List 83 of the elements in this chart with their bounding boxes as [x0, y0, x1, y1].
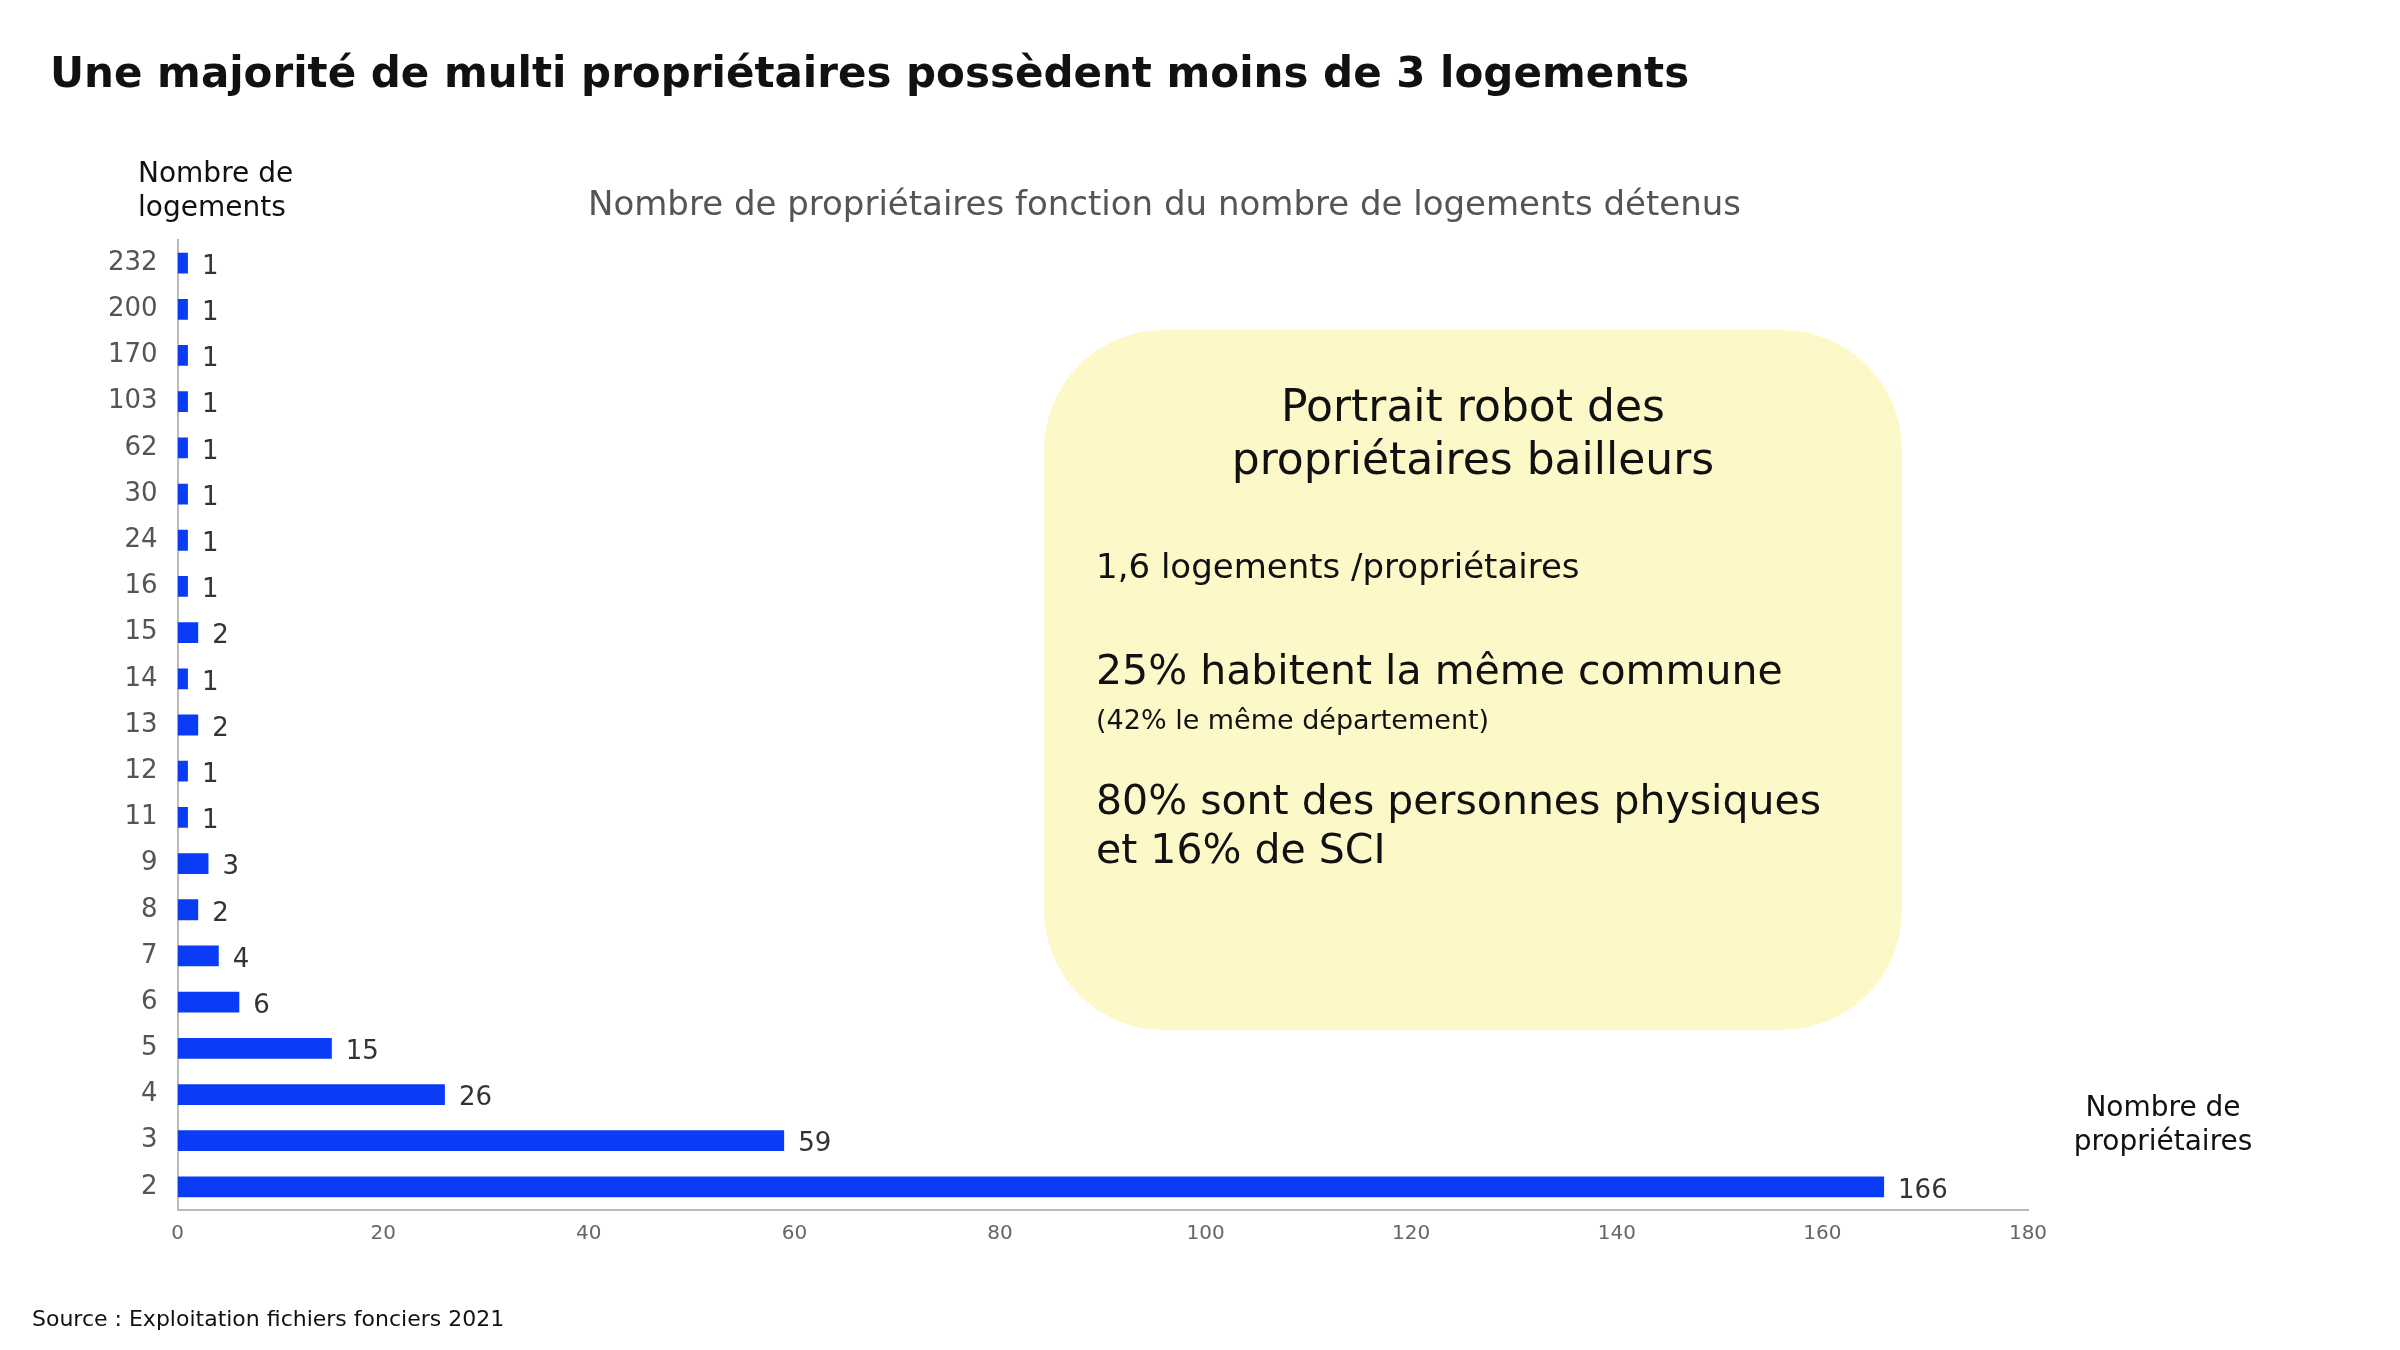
bar — [177, 437, 188, 459]
x-tick-label: 60 — [781, 1220, 808, 1245]
y-tick-label: 200 — [107, 292, 158, 323]
bar — [177, 714, 199, 736]
y-tick-label: 15 — [124, 615, 158, 646]
x-tick-label: 80 — [987, 1220, 1013, 1245]
data-label: 1 — [201, 296, 219, 327]
bar — [177, 1176, 1885, 1198]
x-tick-label: 100 — [1186, 1220, 1225, 1245]
data-label: 4 — [232, 942, 250, 973]
annotation: 1,6 logements /propriétaires — [1096, 545, 1581, 587]
bar — [177, 622, 199, 644]
annotation: Portrait robot des propriétaires bailleurs — [1230, 380, 1716, 486]
annotation: (42% le même département) — [1096, 703, 1491, 736]
data-label: 2 — [212, 619, 229, 650]
data-label: 1 — [201, 665, 219, 696]
y-tick-label: 30 — [124, 476, 158, 507]
data-label: 1 — [201, 804, 219, 835]
bar — [177, 1130, 785, 1152]
y-tick-label: 4 — [141, 1077, 158, 1108]
y-tick-label: 6 — [141, 984, 158, 1015]
data-label: 1 — [201, 757, 219, 788]
y-tick-label: 8 — [141, 892, 158, 923]
y-tick-label: 7 — [141, 938, 158, 969]
x-axis-title: Nombre de propriétaires — [2072, 1090, 2254, 1158]
y-tick-label: 2 — [141, 1169, 158, 1200]
x-tick-label: 40 — [576, 1220, 602, 1245]
bar — [177, 806, 188, 828]
x-tick-label: 120 — [1392, 1220, 1431, 1245]
x-tick-label: 140 — [1597, 1220, 1636, 1245]
source-note: Source : Exploitation fichiers fonciers 2021 — [32, 1306, 505, 1331]
bar — [177, 1037, 332, 1059]
data-label: 1 — [201, 526, 219, 557]
x-tick-label: 0 — [171, 1220, 184, 1245]
bar — [177, 298, 188, 320]
x-tick-label: 20 — [370, 1220, 396, 1245]
y-tick-label: 12 — [124, 753, 158, 784]
data-label: 3 — [222, 850, 240, 881]
bar — [177, 991, 240, 1013]
data-label: 26 — [458, 1081, 492, 1112]
bar — [177, 529, 188, 551]
data-label: 59 — [798, 1127, 832, 1158]
data-label: 6 — [253, 988, 270, 1019]
bar — [177, 391, 188, 413]
bar — [177, 1084, 445, 1105]
bar — [177, 483, 188, 505]
data-label: 1 — [201, 249, 219, 280]
annotation: 25% habitent la même commune — [1096, 646, 1784, 696]
data-label: 1 — [201, 342, 219, 373]
data-label: 166 — [1898, 1173, 1948, 1204]
chart-title: Une majorité de multi propriétaires possèdent moins de 3 logements — [50, 48, 1690, 97]
bar — [177, 576, 188, 597]
data-label: 1 — [201, 388, 219, 419]
y-axis-title: Nombre de logements — [138, 156, 295, 224]
y-tick-label: 3 — [141, 1123, 158, 1154]
data-label: 1 — [201, 480, 219, 511]
y-tick-label: 9 — [141, 846, 158, 877]
y-tick-label: 170 — [107, 338, 158, 369]
data-label: 1 — [201, 434, 219, 465]
y-tick-label: 232 — [107, 245, 158, 276]
y-tick-label: 13 — [124, 707, 158, 738]
y-tick-label: 16 — [124, 569, 158, 600]
y-tick-label: 5 — [141, 1031, 158, 1062]
bar — [177, 945, 219, 967]
data-label: 15 — [345, 1035, 379, 1066]
data-label: 2 — [212, 896, 229, 927]
data-label: 2 — [212, 711, 229, 742]
data-label: 1 — [201, 573, 219, 604]
y-tick-label: 11 — [124, 800, 158, 831]
y-tick-label: 62 — [124, 430, 158, 461]
y-tick-label: 103 — [107, 384, 158, 415]
bar — [177, 668, 188, 690]
bar — [177, 345, 188, 366]
x-tick-label: 160 — [1803, 1220, 1842, 1245]
chart-subtitle: Nombre de propriétaires fonction du nombre de logements détenus — [588, 183, 1741, 223]
bar — [177, 760, 188, 782]
y-tick-label: 14 — [124, 661, 158, 692]
bar — [177, 853, 209, 874]
annotation: 80% sont des personnes physiques et 16% de SCI — [1096, 775, 1823, 875]
bar — [177, 252, 188, 274]
bar — [177, 899, 199, 921]
x-tick-label: 180 — [2008, 1220, 2048, 1245]
y-tick-label: 24 — [124, 522, 158, 553]
